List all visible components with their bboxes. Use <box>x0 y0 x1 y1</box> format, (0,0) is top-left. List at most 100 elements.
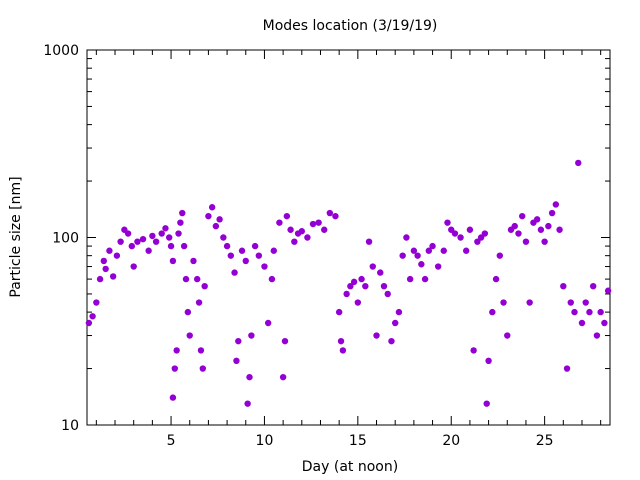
data-point <box>578 319 586 327</box>
data-point <box>560 282 567 290</box>
data-point <box>457 234 464 241</box>
data-point <box>130 263 137 270</box>
x-tick-label: 20 <box>442 433 460 449</box>
data-point <box>205 212 212 220</box>
data-point <box>96 275 104 283</box>
data-point <box>421 275 429 283</box>
data-points <box>85 159 612 407</box>
data-point <box>395 308 403 316</box>
data-point <box>149 232 156 240</box>
data-point <box>500 299 507 306</box>
data-point <box>537 226 545 233</box>
data-point <box>152 238 160 245</box>
data-point <box>388 337 395 345</box>
data-point <box>496 252 503 259</box>
data-point <box>597 308 604 316</box>
data-point <box>321 226 328 233</box>
data-point <box>102 265 109 273</box>
data-point <box>563 365 571 372</box>
data-point <box>337 337 345 345</box>
data-point <box>281 337 289 345</box>
data-point <box>244 400 251 407</box>
y-tick-label: 100 <box>52 231 79 247</box>
data-point <box>162 225 169 232</box>
data-point <box>593 332 601 339</box>
data-point <box>418 261 425 268</box>
data-point <box>186 332 193 339</box>
data-point <box>113 252 121 259</box>
data-point <box>216 216 223 223</box>
data-point <box>173 347 180 354</box>
data-point <box>519 212 526 220</box>
data-point <box>100 257 108 265</box>
data-point <box>227 252 235 259</box>
axis-ticks: 5 10 15 20 25 10 100 1000 <box>43 43 610 449</box>
data-point <box>533 216 541 223</box>
data-point <box>582 299 589 306</box>
data-point <box>466 226 474 233</box>
data-point <box>255 252 263 259</box>
data-point <box>124 230 132 237</box>
data-point <box>406 275 414 283</box>
data-point <box>515 230 522 237</box>
data-point <box>139 235 147 243</box>
x-tick-label: 5 <box>167 433 176 449</box>
data-point <box>238 247 246 254</box>
data-point <box>182 275 190 283</box>
data-point <box>270 247 277 254</box>
data-point <box>283 212 291 220</box>
data-point <box>309 220 317 228</box>
data-point <box>556 226 563 233</box>
data-point <box>571 308 578 316</box>
data-point <box>220 234 227 241</box>
data-point <box>410 247 418 254</box>
data-point <box>106 247 113 254</box>
data-point <box>246 373 253 381</box>
data-point <box>134 238 141 245</box>
data-point <box>208 204 216 211</box>
data-point <box>332 212 339 220</box>
data-point <box>145 247 152 254</box>
data-point <box>444 219 451 226</box>
data-point <box>190 257 197 265</box>
data-point <box>93 299 100 306</box>
data-point <box>429 242 436 250</box>
data-point <box>335 308 343 316</box>
data-point <box>169 394 177 401</box>
chart-title: Modes location (3/19/19) <box>263 18 438 34</box>
data-point <box>567 299 574 306</box>
data-point <box>201 282 208 290</box>
data-point <box>504 332 511 339</box>
data-point <box>365 238 373 245</box>
data-point <box>128 242 136 250</box>
data-point <box>85 319 93 327</box>
data-point <box>354 299 362 306</box>
data-point <box>248 332 255 339</box>
data-point <box>231 269 238 276</box>
x-axis-label: Day (at noon) <box>302 459 398 475</box>
data-point <box>287 226 294 233</box>
data-point <box>425 247 433 254</box>
data-point <box>548 209 556 217</box>
data-point <box>339 347 347 354</box>
data-point <box>451 230 459 237</box>
y-tick-label: 1000 <box>43 43 79 59</box>
data-point <box>373 332 380 339</box>
data-point <box>109 273 117 280</box>
data-point <box>291 238 298 245</box>
data-point <box>235 337 242 345</box>
x-tick-label: 10 <box>256 433 274 449</box>
data-point <box>169 257 177 265</box>
data-point <box>177 219 184 226</box>
data-point <box>350 278 358 286</box>
data-point <box>268 275 276 283</box>
data-point <box>117 238 124 245</box>
data-point <box>194 275 201 283</box>
data-point <box>233 357 240 364</box>
x-tick-label: 15 <box>349 433 367 449</box>
data-point <box>545 222 552 230</box>
data-point <box>223 242 231 250</box>
data-point <box>601 319 608 327</box>
data-point <box>358 275 365 283</box>
